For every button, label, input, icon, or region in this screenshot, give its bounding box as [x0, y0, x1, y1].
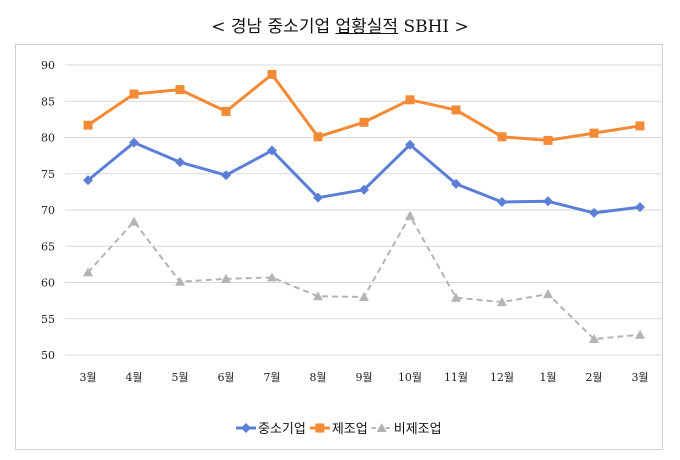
data-point-triangle: [359, 292, 369, 301]
y-tick-label: 50: [41, 349, 55, 362]
data-point-triangle: [83, 267, 93, 277]
data-point-triangle: [221, 273, 231, 283]
data-point-diamond: [543, 196, 553, 207]
data-point-diamond: [83, 175, 93, 186]
x-tick-label: 7월: [263, 371, 280, 384]
x-tick-label: 2월: [585, 371, 602, 384]
data-point-triangle: [451, 292, 461, 302]
data-point-triangle: [589, 334, 599, 344]
data-point-square: [451, 105, 461, 115]
x-tick-label: 3월: [631, 371, 648, 384]
data-point-triangle: [497, 297, 507, 307]
data-point-square: [359, 117, 369, 127]
y-tick-label: 90: [41, 59, 55, 72]
data-point-diamond: [129, 137, 139, 148]
data-point-diamond: [313, 192, 323, 203]
legend-label: 비제조업: [394, 422, 442, 437]
data-point-square: [315, 423, 325, 433]
chart-title: < 경남 중소기업 업황실적 SBHI >: [0, 12, 680, 37]
data-point-square: [83, 120, 93, 130]
data-point-triangle: [376, 423, 387, 432]
x-tick-label: 6월: [217, 371, 234, 384]
x-tick-label: 9월: [355, 371, 372, 384]
y-tick-label: 65: [41, 240, 55, 253]
y-tick-label: 55: [41, 313, 55, 326]
x-tick-label: 12월: [490, 371, 514, 384]
data-point-diamond: [359, 184, 369, 195]
gridlines: [65, 64, 663, 356]
data-point-square: [221, 106, 231, 116]
legend-label: 제조업: [332, 422, 368, 437]
x-tick-label: 4월: [125, 371, 142, 384]
data-point-triangle: [405, 210, 415, 220]
legend-label: 중소기업: [258, 422, 306, 437]
data-point-diamond: [635, 202, 645, 213]
chart-frame: [15, 44, 663, 450]
y-tick-label: 85: [41, 95, 55, 108]
chart-title-part: < 경남 중소기업: [211, 17, 336, 37]
data-point-square: [543, 135, 553, 145]
data-point-square: [497, 132, 507, 142]
chart-title-underlined: 업황실적: [335, 17, 399, 37]
data-point-square: [267, 69, 277, 79]
series-line: [87, 141, 641, 215]
series-0: [83, 137, 645, 218]
x-tick-label: 5월: [171, 371, 188, 384]
x-tick-label: 10월: [398, 371, 422, 384]
data-point-triangle: [129, 216, 139, 226]
legend: 중소기업 제조업 비제조업: [236, 422, 442, 437]
data-point-triangle: [175, 276, 185, 286]
y-axis-ticks: 50 55 60 65 70 75 80 85 90: [41, 59, 55, 362]
y-tick-label: 75: [41, 168, 55, 181]
y-tick-label: 60: [41, 277, 55, 290]
data-point-triangle: [313, 291, 323, 301]
series-group: [83, 69, 645, 344]
x-tick-label: 3월: [79, 371, 96, 384]
data-point-triangle: [267, 272, 277, 282]
x-tick-label: 8월: [309, 371, 326, 384]
data-point-square: [175, 85, 185, 95]
data-point-triangle: [543, 289, 553, 299]
data-point-diamond: [589, 207, 599, 218]
series-line: [87, 72, 641, 142]
chart-title-part: SBHI >: [398, 17, 469, 37]
series-line: [87, 214, 641, 341]
x-axis-ticks: 3월 4월 5월 6월 7월 8월 9월 10월 11월 12월 1월 2월 3월: [79, 371, 648, 384]
data-point-diamond: [405, 139, 415, 150]
series-1: [83, 69, 645, 145]
data-point-square: [313, 132, 323, 142]
y-tick-label: 80: [41, 132, 55, 145]
data-point-diamond: [497, 197, 507, 208]
data-point-square: [589, 128, 599, 138]
series-2: [83, 210, 645, 344]
x-tick-label: 11월: [444, 371, 468, 384]
data-point-diamond: [451, 178, 461, 189]
x-tick-label: 1월: [539, 371, 556, 384]
data-point-triangle: [635, 329, 645, 339]
data-point-diamond: [241, 423, 251, 433]
y-tick-label: 70: [41, 204, 55, 217]
data-point-square: [405, 95, 415, 105]
data-point-diamond: [175, 157, 185, 168]
data-point-square: [129, 89, 139, 99]
data-point-square: [635, 121, 645, 131]
data-point-diamond: [267, 145, 277, 156]
data-point-diamond: [221, 170, 231, 181]
